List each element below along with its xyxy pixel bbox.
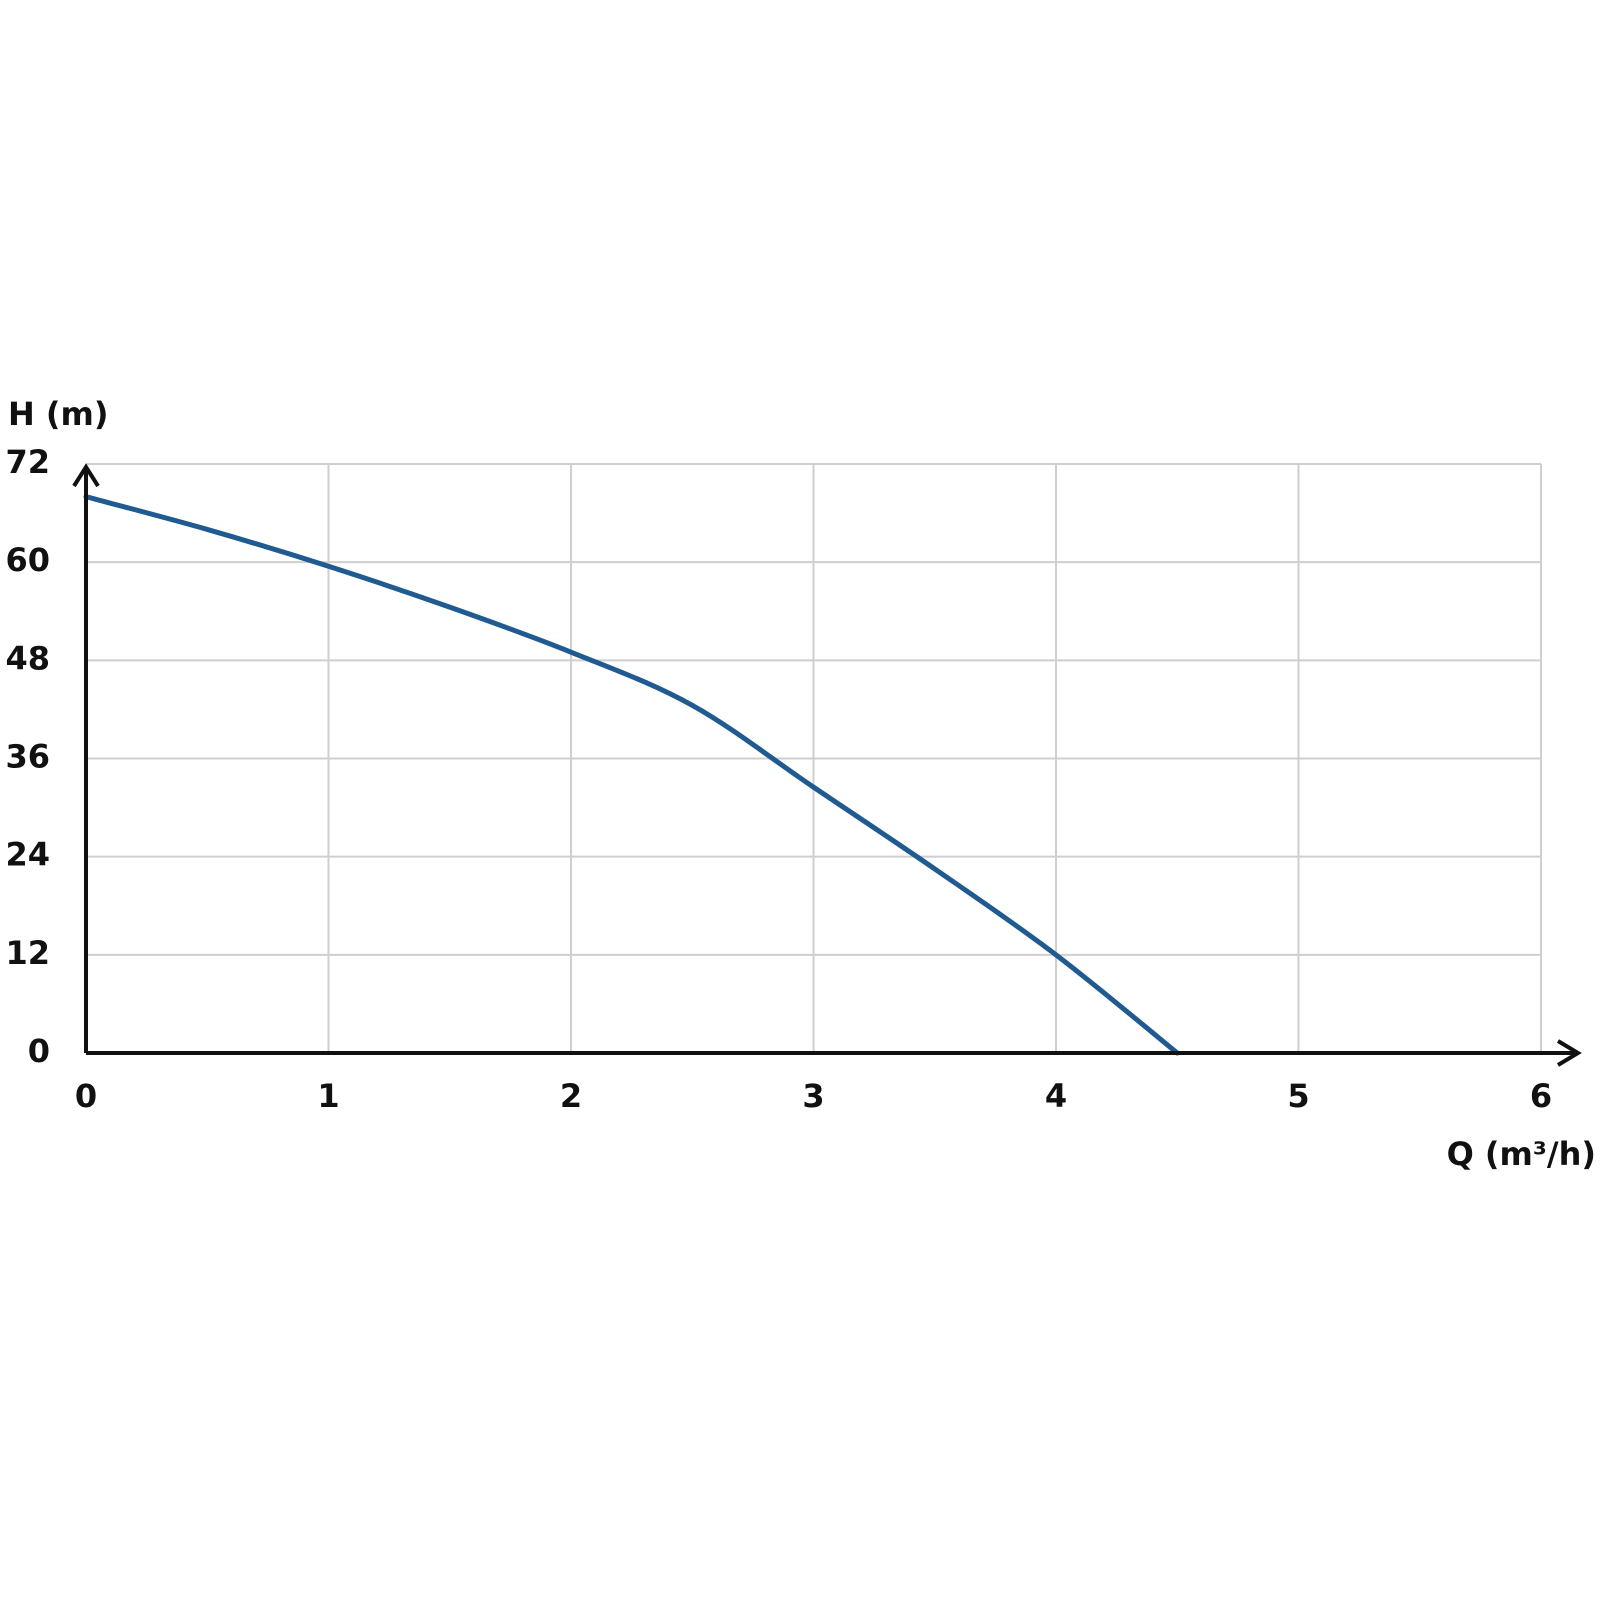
y-tick-label: 24 bbox=[5, 836, 50, 874]
y-tick-label: 72 bbox=[5, 443, 50, 481]
x-tick-label: 6 bbox=[1530, 1077, 1552, 1115]
x-tick-label: 2 bbox=[560, 1077, 582, 1115]
y-axis-label: H (m) bbox=[8, 395, 109, 433]
y-tick-label: 48 bbox=[5, 639, 50, 677]
x-tick-label: 4 bbox=[1045, 1077, 1067, 1115]
curve bbox=[83, 494, 1180, 1056]
y-tick-label: 36 bbox=[5, 738, 50, 776]
y-axis-arrow bbox=[72, 463, 100, 488]
y-tick-label: 60 bbox=[5, 541, 50, 579]
axes bbox=[72, 463, 1582, 1067]
y-tick-label: 0 bbox=[28, 1032, 50, 1070]
x-axis-label: Q (m³/h) bbox=[1447, 1135, 1596, 1173]
x-tick-label: 0 bbox=[75, 1077, 97, 1115]
x-tick-label: 5 bbox=[1287, 1077, 1309, 1115]
x-tick-label: 1 bbox=[317, 1077, 339, 1115]
x-tick-label: 3 bbox=[802, 1077, 824, 1115]
x-axis-arrow bbox=[1556, 1039, 1582, 1067]
y-tick-label: 12 bbox=[5, 934, 50, 972]
